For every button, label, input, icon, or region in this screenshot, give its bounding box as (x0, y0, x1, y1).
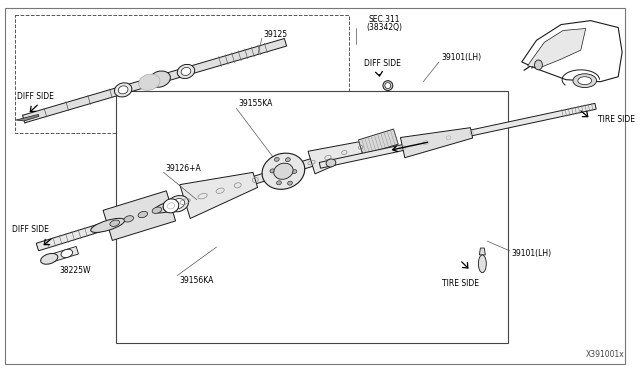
Ellipse shape (578, 77, 591, 84)
Text: DIFF SIDE: DIFF SIDE (12, 225, 49, 234)
Ellipse shape (287, 181, 292, 185)
Ellipse shape (154, 199, 188, 213)
Text: 39155KA: 39155KA (238, 99, 273, 108)
Polygon shape (358, 129, 398, 155)
Ellipse shape (285, 158, 291, 162)
Ellipse shape (534, 60, 542, 70)
Polygon shape (36, 135, 390, 251)
Polygon shape (522, 20, 622, 82)
Ellipse shape (275, 157, 279, 161)
Polygon shape (180, 172, 258, 218)
Ellipse shape (139, 74, 160, 90)
Text: 39126+A: 39126+A (165, 164, 201, 173)
Ellipse shape (138, 211, 148, 218)
Bar (15, 15, 349, 133)
Polygon shape (527, 29, 586, 68)
Ellipse shape (163, 199, 179, 213)
Text: DIFF SIDE: DIFF SIDE (364, 60, 401, 68)
Text: 39156KA: 39156KA (179, 276, 214, 285)
Ellipse shape (61, 249, 72, 257)
Polygon shape (319, 103, 596, 168)
Text: 39101(LH): 39101(LH) (441, 52, 481, 61)
Text: TIRE SIDE: TIRE SIDE (442, 279, 479, 288)
Ellipse shape (270, 169, 275, 173)
Text: TIRE SIDE: TIRE SIDE (598, 115, 634, 124)
Text: 39125: 39125 (264, 30, 288, 39)
Ellipse shape (385, 83, 391, 89)
Ellipse shape (152, 207, 162, 214)
Polygon shape (401, 128, 472, 158)
Ellipse shape (573, 74, 596, 87)
Ellipse shape (168, 196, 189, 212)
Polygon shape (22, 38, 287, 123)
Text: X391001x: X391001x (586, 350, 625, 359)
Ellipse shape (276, 181, 282, 185)
Text: (38342Q): (38342Q) (366, 23, 402, 32)
Bar (116, 92, 508, 343)
Ellipse shape (167, 203, 175, 209)
Ellipse shape (167, 203, 175, 209)
Ellipse shape (383, 81, 393, 90)
Ellipse shape (40, 253, 58, 264)
Ellipse shape (181, 67, 191, 76)
Ellipse shape (163, 200, 179, 212)
Text: 39101(LH): 39101(LH) (512, 249, 552, 259)
Ellipse shape (118, 86, 128, 94)
Polygon shape (479, 248, 485, 255)
Ellipse shape (326, 159, 336, 167)
Ellipse shape (110, 220, 120, 227)
Polygon shape (16, 115, 39, 121)
Polygon shape (48, 246, 79, 263)
Ellipse shape (149, 71, 170, 87)
Ellipse shape (172, 199, 185, 209)
Ellipse shape (177, 64, 195, 78)
Text: SEC.311: SEC.311 (368, 15, 399, 24)
Ellipse shape (292, 170, 297, 174)
Ellipse shape (124, 216, 134, 222)
Ellipse shape (115, 83, 132, 97)
Text: DIFF SIDE: DIFF SIDE (17, 92, 54, 101)
Ellipse shape (274, 163, 293, 179)
Ellipse shape (262, 153, 305, 189)
Polygon shape (103, 191, 175, 240)
Text: 38225W: 38225W (59, 266, 91, 275)
Ellipse shape (91, 218, 125, 232)
Polygon shape (308, 142, 362, 174)
Ellipse shape (479, 255, 486, 273)
